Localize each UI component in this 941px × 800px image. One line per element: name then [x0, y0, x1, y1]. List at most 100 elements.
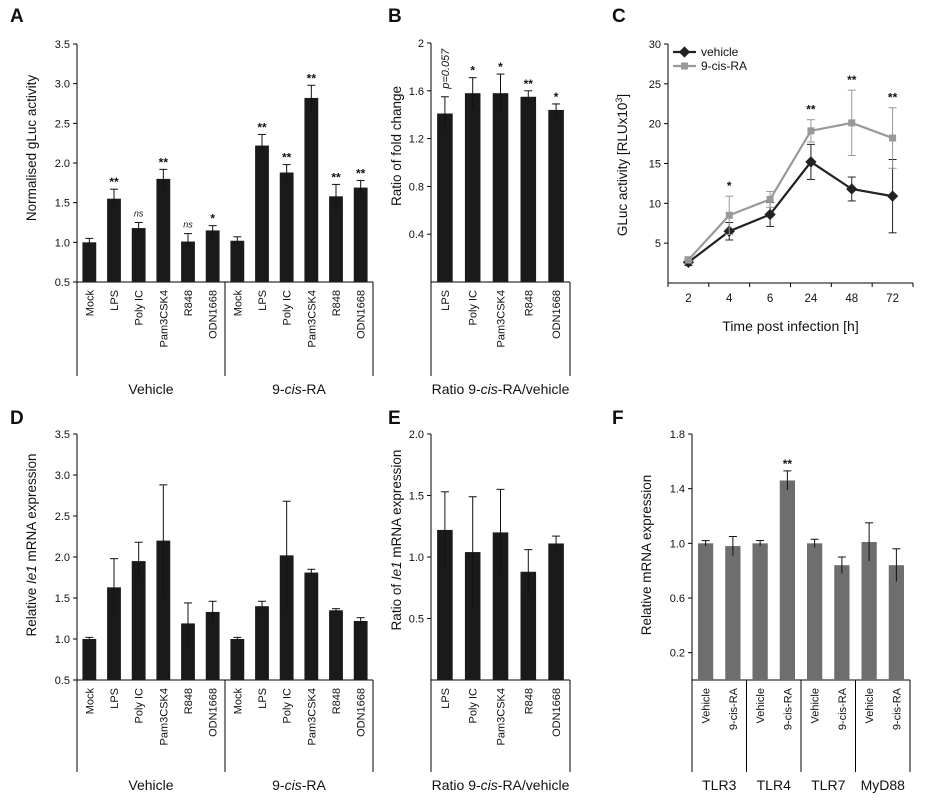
panel-a-category-label: Poly IC: [282, 290, 294, 326]
panel-f-group-label: TLR3: [702, 777, 736, 793]
panel-c-point: [886, 190, 899, 202]
panel-c-x-tick-label: 48: [845, 293, 858, 305]
panel-c-x-tick-label: 4: [726, 293, 733, 305]
panel-d-bar: [353, 620, 368, 680]
panel-c-series-line: [687, 160, 893, 264]
panel-c-y-tick-label: 25: [649, 79, 661, 91]
panel-c-x-tick-label: 2: [685, 293, 691, 305]
panel-f-y-tick-label: 1.0: [670, 538, 685, 550]
panel-b-annotation: p=0.057: [440, 48, 452, 90]
panel-f-group-label: TLR4: [757, 777, 791, 793]
panel-f-y-tick-label: 0.2: [670, 648, 685, 660]
panel-d-y-tick-label: 1.5: [55, 593, 70, 605]
panel-a-category-label: Poly IC: [134, 290, 146, 326]
panel-a-category-label: ODN1668: [208, 290, 220, 339]
panel-c-x-tick-label: 24: [805, 293, 818, 305]
panel-c-annotation: **: [847, 73, 857, 87]
panel-d-category-label: Pam3CSK4: [306, 688, 318, 745]
panel-b-category-label: R848: [523, 290, 535, 316]
panel-a-bar: [230, 240, 245, 282]
panel-a-annotation: **: [331, 170, 341, 184]
panel-f-group-label: MyD88: [861, 777, 906, 793]
panel-b-y-tick-label: 1.6: [409, 86, 424, 98]
panel-a-y-tick-label: 2.0: [55, 158, 70, 170]
panel-b-y-tick-label: 0.8: [409, 181, 424, 193]
panel-d-y-tick-label: 0.5: [55, 675, 70, 687]
panel-a-category-label: Pam3CSK4: [158, 290, 170, 347]
panel-a-y-tick-label: 3.0: [55, 79, 70, 91]
panel-a-bar: [131, 228, 146, 282]
panel-b-y-axis-title: Ratio of fold change: [389, 86, 404, 206]
panel-c-point: [684, 256, 692, 264]
panel-b-bar: [437, 113, 453, 282]
panel-f-bar: [779, 480, 796, 680]
panel-c-legend-label: vehicle: [701, 45, 739, 59]
panel-e-bar: [492, 532, 509, 680]
panel-d-letter: D: [10, 408, 24, 429]
panel-c-y-tick-label: 10: [649, 198, 661, 210]
panel-c-annotation: **: [806, 103, 816, 117]
panel-d-bar: [205, 611, 220, 680]
panel-d-y-tick-label: 3.0: [55, 470, 70, 482]
panel-c-y-tick-label: 30: [649, 39, 661, 51]
panel-f-group-label: TLR7: [811, 777, 845, 793]
panel-f-letter: F: [612, 408, 624, 429]
panel-e-y-axis-title: Ratio of Ie1 mRNA expression: [389, 450, 404, 631]
panel-e-category-label: LPS: [440, 688, 452, 709]
panel-d-y-tick-label: 3.5: [55, 429, 70, 441]
panel-b-category-label: LPS: [440, 290, 452, 311]
panel-a-bar: [255, 145, 269, 282]
panel-d-category-label: ODN1668: [208, 688, 220, 737]
panel-e-category-label: R848: [523, 688, 535, 714]
panel-f-y-tick-label: 0.6: [670, 593, 685, 605]
panel-c-series-line: [687, 121, 893, 261]
panel-e-group-label: Ratio 9-cis-RA/vehicle: [432, 777, 570, 793]
panel-c-point: [846, 183, 858, 195]
panel-a-y-tick-label: 3.5: [55, 39, 70, 51]
panel-c-legend-marker: [678, 46, 691, 58]
panel-c-point: [766, 195, 774, 203]
panel-a-bar: [181, 241, 195, 282]
panel-b-bar: [492, 93, 509, 282]
panel-d-category-label: LPS: [109, 688, 121, 709]
panel-d-group-label: Vehicle: [128, 777, 173, 793]
panel-d-bar: [329, 610, 343, 680]
panel-b-bar: [548, 109, 564, 282]
panel-a-y-tick-label: 0.5: [55, 277, 70, 289]
panel-d-category-label: R848: [183, 688, 195, 714]
panel-e-bar: [548, 543, 564, 680]
panel-d-category-label: Poly IC: [134, 688, 146, 724]
panel-b-annotation: *: [470, 64, 475, 78]
panel-a-category-label: LPS: [109, 290, 121, 311]
panel-b-category-label: Poly IC: [468, 290, 480, 326]
panel-a-bar: [82, 242, 97, 282]
panel-f-category-label: Vehicle: [701, 688, 713, 723]
panel-e-y-tick-label: 1.0: [409, 552, 424, 564]
panel-b-category-label: ODN1668: [551, 290, 563, 339]
panel-d-category-label: Mock: [84, 688, 96, 715]
panel-b-annotation: **: [524, 77, 534, 91]
panel-a-group-label: 9-cis-RA: [272, 381, 326, 397]
panel-e-category-label: ODN1668: [551, 688, 563, 737]
panel-c-x-tick-label: 6: [767, 293, 773, 305]
panel-b-annotation: *: [498, 60, 503, 74]
panel-a-category-label: LPS: [257, 290, 269, 311]
panel-c-point: [807, 127, 815, 135]
panel-f-bar: [861, 541, 877, 680]
panel-f-bar: [752, 543, 768, 680]
panel-d-bar: [107, 587, 121, 680]
panel-d-bar: [279, 555, 294, 680]
panel-d-y-tick-label: 2.5: [55, 511, 70, 523]
panel-a-annotation: ns: [183, 220, 193, 230]
panel-e-y-tick-label: 2.0: [409, 429, 424, 441]
panel-b-bar: [464, 93, 481, 282]
panel-d-bar: [181, 623, 195, 680]
panel-d-bar: [82, 639, 97, 680]
panel-f-category-label: Vehicle: [864, 688, 876, 723]
panel-b-annotation: *: [554, 90, 559, 104]
panel-f-bar: [888, 565, 905, 680]
panel-c-point: [725, 211, 733, 219]
panel-d-category-label: R848: [331, 688, 343, 714]
panel-d-y-tick-label: 1.0: [55, 634, 70, 646]
